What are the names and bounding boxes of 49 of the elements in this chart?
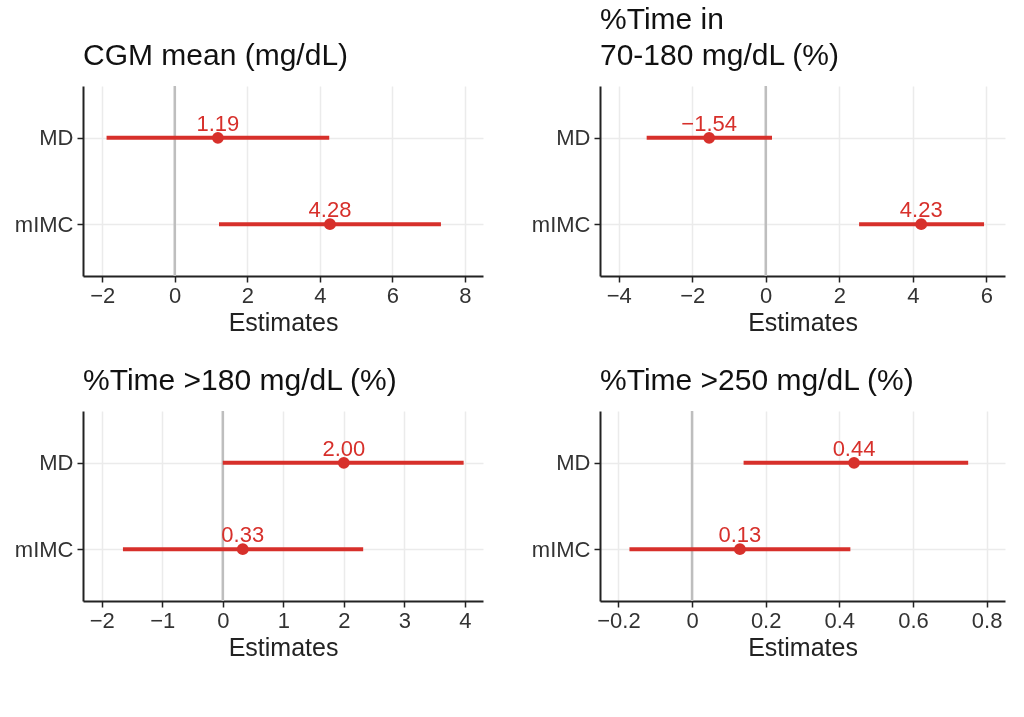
x-tick-label: 0: [169, 282, 182, 308]
x-tick-label: 2: [833, 282, 846, 308]
x-tick-label: 4: [314, 282, 327, 308]
data-label: 0.33: [221, 522, 265, 548]
x-tick-label: 0.2: [750, 607, 782, 633]
x-tick-label: 3: [398, 607, 411, 633]
chart-title: %Time >180 mg/dL (%): [83, 362, 397, 396]
x-tick-label: −1: [150, 607, 176, 633]
data-label: 0.44: [832, 435, 876, 461]
y-tick-label: MD: [39, 450, 74, 476]
data-label: −1.54: [681, 110, 737, 136]
chart-title: %Time in 70-180 mg/dL (%): [600, 1, 840, 71]
x-tick-label: −0.2: [597, 607, 641, 633]
data-label: 1.19: [196, 110, 240, 136]
x-tick-label: −2: [89, 607, 115, 633]
x-tick-label: 4: [459, 607, 472, 633]
y-tick-label: mIMC: [531, 211, 591, 237]
data-label: 4.23: [899, 197, 943, 223]
data-label: 4.28: [308, 197, 352, 223]
x-tick-label: 1: [277, 607, 290, 633]
x-tick-label: 8: [459, 282, 472, 308]
x-axis-title: Estimates: [748, 632, 858, 661]
x-axis-title: Estimates: [228, 632, 339, 661]
x-tick-label: 0: [760, 282, 773, 308]
x-tick-label: 4: [907, 282, 920, 308]
x-tick-label: 6: [980, 282, 993, 308]
y-tick-label: mIMC: [14, 536, 74, 562]
y-tick-label: MD: [556, 450, 591, 476]
x-tick-label: 0.8: [971, 607, 1003, 633]
y-tick-label: mIMC: [14, 211, 74, 237]
x-tick-label: 6: [386, 282, 399, 308]
chart-title: %Time >250 mg/dL (%): [600, 362, 914, 396]
x-tick-label: −2: [90, 282, 116, 308]
data-label: 2.00: [322, 435, 366, 461]
x-tick-label: 0.4: [824, 607, 856, 633]
x-tick-label: 0: [217, 607, 230, 633]
x-tick-label: 2: [338, 607, 351, 633]
data-label: 0.13: [718, 522, 762, 548]
x-axis-title: Estimates: [748, 307, 858, 336]
x-axis-title: Estimates: [228, 307, 339, 336]
x-tick-label: 2: [241, 282, 254, 308]
y-tick-label: mIMC: [531, 536, 591, 562]
chart-title: CGM mean (mg/dL): [83, 37, 349, 71]
x-tick-label: 0: [686, 607, 699, 633]
y-tick-label: MD: [39, 125, 74, 151]
y-tick-label: MD: [556, 125, 591, 151]
x-tick-label: −4: [606, 282, 632, 308]
x-tick-label: 0.6: [898, 607, 929, 633]
x-tick-label: −2: [680, 282, 706, 308]
